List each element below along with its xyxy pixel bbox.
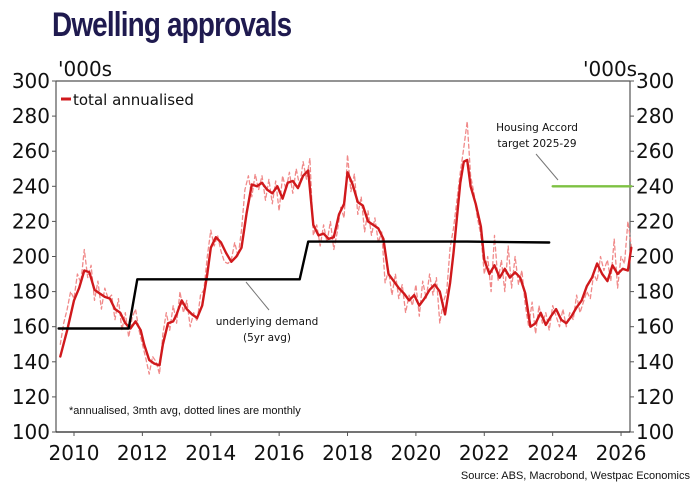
y-tick-left-label: 220 — [12, 209, 50, 233]
y-tick-left-label: 180 — [12, 280, 50, 304]
x-tick-label: 2012 — [117, 441, 168, 465]
x-tick-label: 2026 — [596, 441, 647, 465]
series-total-annualised — [59, 158, 633, 367]
y-tick-right-label: 300 — [636, 69, 674, 93]
series-layer — [57, 120, 633, 375]
x-tick-label: 2010 — [49, 441, 100, 465]
x-tick-label: 2016 — [254, 441, 305, 465]
series-underlying-demand — [57, 240, 551, 330]
series-monthly — [59, 120, 632, 375]
y-tick-left-label: 200 — [12, 245, 50, 269]
y-tick-left-label: 160 — [12, 315, 50, 339]
x-axis: 2010 2012 2014 2016 2018 2020 2022 2024 2026 — [49, 432, 647, 465]
y-tick-left-label: 100 — [12, 420, 50, 444]
x-tick-label: 2024 — [527, 441, 578, 465]
y-axis-left: 100 120 140 160 180 200 220 240 260 280 300 — [12, 69, 56, 444]
annotation-demand-leader — [245, 281, 270, 311]
x-tick-label: 2020 — [390, 441, 441, 465]
annotation-housing-accord-line2: target 2025-29 — [497, 138, 576, 150]
y-tick-left-label: 140 — [12, 350, 50, 374]
y-tick-right-label: 260 — [636, 139, 674, 163]
annotation-housing-accord-line1: Housing Accord — [496, 122, 578, 134]
y-tick-left-label: 120 — [12, 385, 50, 409]
x-tick-label: 2014 — [185, 441, 236, 465]
source-note: Source: ABS, Macrobond, Westpac Economic… — [461, 470, 691, 482]
y-tick-right-label: 100 — [636, 420, 674, 444]
y-unit-left: '000s — [58, 57, 112, 81]
y-tick-right-label: 120 — [636, 385, 674, 409]
y-tick-right-label: 140 — [636, 350, 674, 374]
footnote: *annualised, 3mth avg, dotted lines are … — [69, 405, 301, 417]
legend-label-total: total annualised — [73, 91, 194, 109]
y-tick-right-label: 160 — [636, 315, 674, 339]
x-tick-label: 2018 — [322, 441, 373, 465]
chart-title: Dwelling approvals — [52, 6, 292, 44]
annotation-demand-line2: (5yr avg) — [243, 332, 291, 344]
y-tick-right-label: 180 — [636, 280, 674, 304]
y-axis-right: 100 120 140 160 180 200 220 240 260 280 300 — [630, 69, 674, 444]
y-tick-left-label: 260 — [12, 139, 50, 163]
y-tick-right-label: 220 — [636, 209, 674, 233]
annotation-housing-accord: Housing Accord target 2025-29 — [496, 122, 578, 181]
annotation-underlying-demand: underlying demand (5yr avg) — [216, 281, 319, 344]
legend: total annualised — [61, 91, 194, 109]
x-tick-label: 2022 — [459, 441, 510, 465]
y-tick-right-label: 200 — [636, 245, 674, 269]
y-tick-left-label: 300 — [12, 69, 50, 93]
y-tick-right-label: 280 — [636, 104, 674, 128]
annotation-housing-accord-leader — [535, 153, 559, 181]
annotation-demand-line1: underlying demand — [216, 316, 319, 328]
y-tick-left-label: 240 — [12, 174, 50, 198]
y-tick-right-label: 240 — [636, 174, 674, 198]
y-tick-left-label: 280 — [12, 104, 50, 128]
y-unit-right: '000s — [583, 57, 637, 81]
